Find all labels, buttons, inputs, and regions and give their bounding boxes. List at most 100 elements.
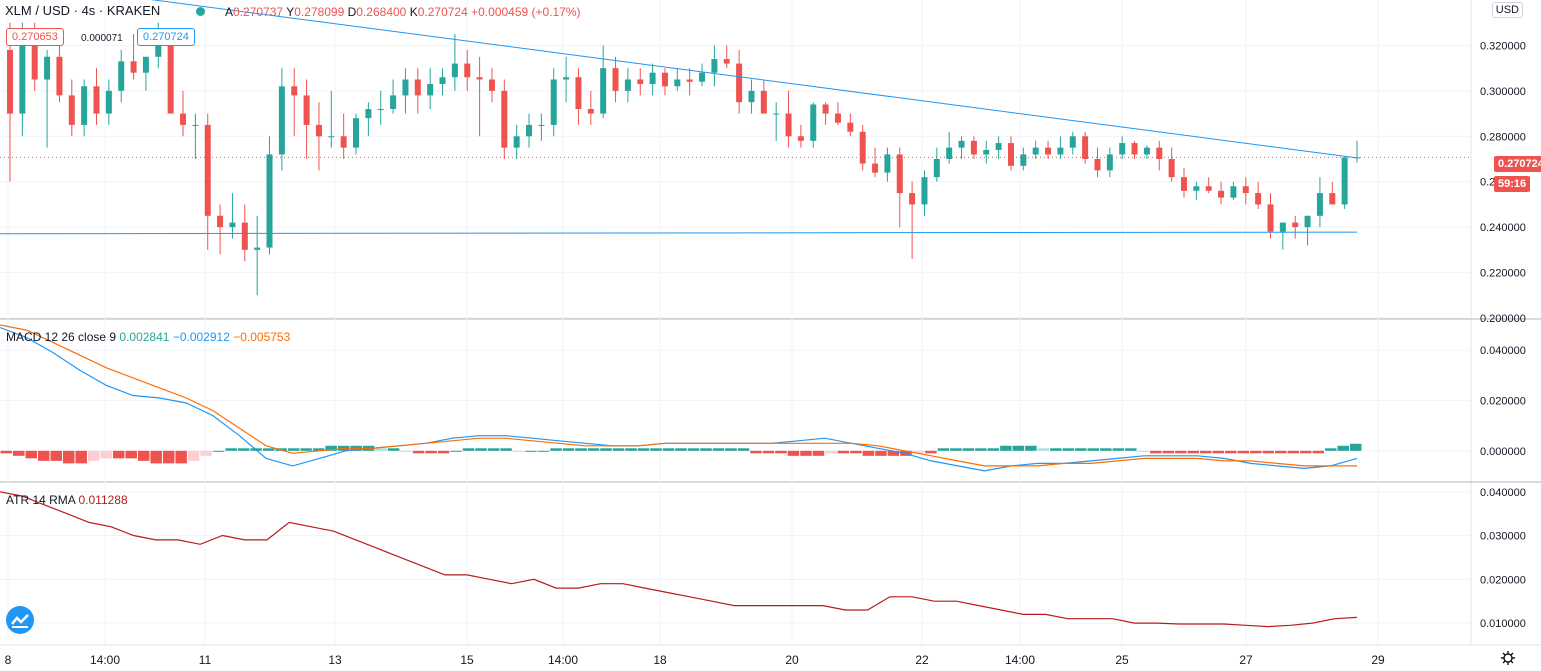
y-tick-label: 0.240000 [1480,222,1526,234]
macd-histogram-bar [50,450,62,461]
candle-body [872,163,879,173]
candle-body [68,95,75,125]
candle-body [365,109,372,119]
x-tick-label: 29 [1371,653,1385,667]
x-tick-label: 20 [785,653,799,667]
candle-body [748,90,755,103]
atr-legend[interactable]: ATR 14 RMA 0.011288 [6,493,128,507]
candle-body [303,95,310,125]
candle-body [1316,193,1323,216]
candle-body [1218,190,1225,198]
y-tick-label: 0.280000 [1480,131,1526,143]
macd-histogram-bar [812,450,825,456]
candle-body [1143,147,1150,155]
candle-body [1341,157,1348,205]
macd-histogram-bar [487,448,500,451]
y-tick-label: 0.300000 [1480,86,1526,98]
candle-body [1292,222,1299,228]
candle-body [773,113,780,115]
x-tick-label: 8 [5,653,12,667]
macd-histogram-bar [150,450,162,464]
macd-histogram-bar [762,450,775,454]
candle-body [340,136,347,148]
macd-histogram-bar [400,450,412,452]
candle-body [563,77,570,80]
macd-histogram-bar [850,450,862,454]
macd-histogram-bar [125,450,137,459]
candle-body [810,104,817,141]
macd-histogram-bar [862,450,875,456]
macd-histogram-bar [1200,450,1212,454]
macd-histogram-bar [962,448,975,451]
macd-histogram-bar [1050,448,1062,451]
candle-body [142,56,149,73]
macd-histogram-bar [462,448,475,451]
candle-body [575,77,582,110]
symbol-title[interactable]: XLM / USD · 4s · KRAKEN [5,3,160,18]
candle-body [649,72,656,85]
macd-histogram-bar [237,448,250,451]
x-tick-label: 11 [199,653,212,667]
macd-histogram-bar [587,448,600,451]
macd-histogram-bar [475,448,487,451]
y-tick-label: 0.320000 [1480,40,1526,52]
close-value: 0.270724 [417,5,468,19]
y-tick-label: 0.000000 [1480,446,1526,458]
macd-histogram-bar [87,450,100,461]
candle-body [1180,177,1187,191]
candle-body [760,90,767,114]
macd-histogram-bar [1162,450,1175,454]
x-tick-label: 14:00 [1005,653,1035,667]
candle-body [637,79,644,85]
macd-histogram-bar [825,450,837,454]
candle-body [946,147,953,159]
macd-histogram-bar [937,448,950,451]
candle-body [464,63,471,78]
x-tick-label: 13 [328,653,342,667]
candle-body [1304,215,1311,228]
candle-body [488,79,495,91]
symbol-text: XLM / USD · 4s · KRAKEN [5,3,161,18]
macd-histogram-bar [950,448,962,451]
settings-gear-icon[interactable] [1500,650,1516,671]
macd-legend[interactable]: MACD 12 26 close 9 0.002841 −0.002912 −0… [6,330,290,344]
tradingview-logo-icon[interactable] [6,606,34,634]
macd-histogram-bar [750,450,762,454]
candle-body [686,79,693,82]
candle-body [44,56,51,80]
candle-body [254,247,261,250]
macd-histogram-bar [1137,450,1150,452]
candle-body [1119,143,1126,155]
candle-body [1106,154,1113,171]
currency-button[interactable]: USD [1491,2,1523,18]
candle-body [476,77,483,80]
y-tick-label: 0.010000 [1480,618,1526,630]
x-tick-label: 18 [653,653,667,667]
macd-histogram-bar [137,450,150,461]
candle-body [526,124,533,137]
candle-body [439,77,446,85]
macd-histogram-bar [1012,445,1025,451]
macd-histogram-bar [375,448,387,451]
candle-body [736,63,743,103]
macd-histogram-bar [1225,450,1237,454]
candle-body [1082,136,1089,159]
candle-body [661,72,668,87]
macd-histogram-bar [1062,448,1075,451]
high-value: 0.278099 [294,5,345,19]
buy-button[interactable]: 0.270724 [137,28,195,46]
macd-line-value: −0.002912 [172,330,230,344]
macd-histogram-bar [325,445,337,451]
candle-body [1267,204,1274,232]
macd-histogram-bar [500,448,512,451]
sell-button[interactable]: 0.270653 [6,28,64,46]
candle-body [538,124,545,126]
macd-histogram-bar [1175,450,1187,454]
macd-histogram-bar [1250,450,1262,454]
macd-histogram-bar [62,450,75,464]
macd-histogram-bar [112,450,125,459]
macd-histogram-bar [1350,443,1362,451]
candle-body [81,86,88,125]
candle-body [204,124,211,216]
